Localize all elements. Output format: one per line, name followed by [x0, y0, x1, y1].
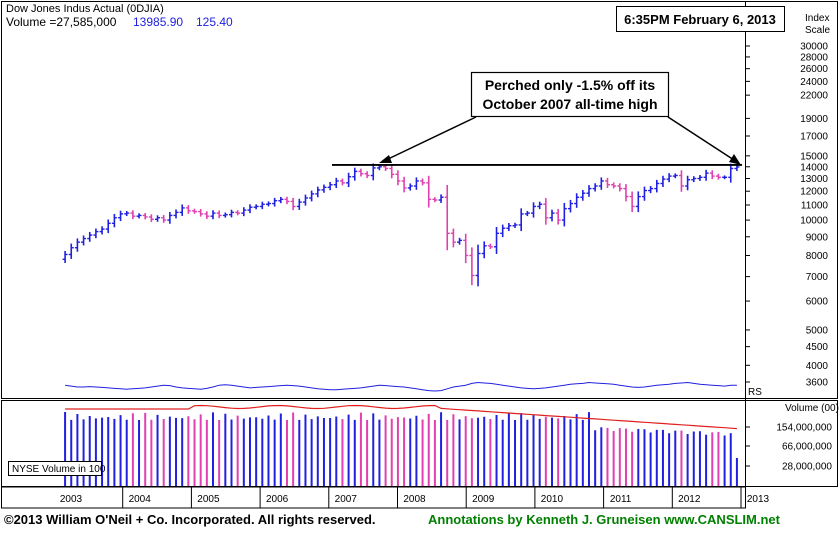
volume-unit-label: Volume (00)	[785, 403, 839, 414]
year-label: 2008	[403, 494, 426, 505]
year-label: 2012	[678, 494, 701, 505]
annotation-arrow-left	[385, 116, 477, 161]
price-tick-label: 13000	[800, 174, 828, 185]
year-label: 2013	[747, 494, 770, 505]
timestamp: 6:35PM February 6, 2013	[624, 12, 776, 27]
price-change: 125.40	[196, 15, 233, 29]
year-label: 2011	[610, 494, 632, 505]
price-tick-label: 30000	[800, 42, 828, 53]
rs-line	[65, 381, 737, 392]
volume-bars	[64, 412, 738, 486]
scale-title-index: Index	[805, 13, 829, 24]
year-label: 2004	[129, 494, 152, 505]
price-tick-label: 15000	[800, 151, 828, 162]
year-label: 2006	[266, 494, 289, 505]
x-axis-labels: 2003 2004 2005 2006 2007 2008 2009 2010 2011 2012…	[60, 487, 770, 508]
price-tick-label: 14000	[800, 162, 828, 173]
annotation-arrow-right	[667, 116, 735, 161]
volume-axis-ticks: 154,000,000 66,000,000 28,000,000	[745, 423, 832, 473]
price-tick-label: 4000	[806, 361, 829, 372]
volume-average-group	[65, 404, 737, 430]
price-panel-frame	[1, 1, 838, 399]
year-label: 2007	[335, 494, 358, 505]
annotation-credit: Annotations by Kenneth J. Gruneisen www.…	[428, 512, 781, 527]
price-tick-label: 12000	[800, 187, 828, 198]
year-label: 2010	[541, 494, 564, 505]
price-tick-label: 22000	[800, 91, 828, 102]
volume-tick-label: 28,000,000	[782, 462, 832, 473]
volume-tick-label: 66,000,000	[782, 442, 832, 453]
price-tick-label: 5000	[806, 325, 829, 336]
annotation-arrowhead-left	[379, 155, 392, 163]
rs-line-group	[65, 381, 737, 392]
rs-label: RS	[748, 387, 762, 398]
x-axis-band	[1, 486, 746, 509]
year-label: 2005	[197, 494, 220, 505]
price-tick-label: 17000	[800, 132, 828, 143]
price-tick-label: 26000	[800, 64, 828, 75]
volume-label: Volume =27,585,000	[6, 15, 117, 29]
price-tick-label: 3600	[806, 378, 829, 389]
price-tick-label: 7000	[806, 272, 829, 283]
last-price: 13985.90	[133, 15, 183, 29]
year-label: 2003	[60, 494, 83, 505]
annotation-line-1: Perched only -1.5% off its	[485, 77, 656, 93]
volume-tick-label: 154,000,000	[776, 423, 832, 434]
price-tick-label: 11000	[801, 200, 829, 211]
price-tick-label: 19000	[800, 114, 828, 125]
annotation-arrowhead-right	[729, 154, 741, 165]
year-label: 2009	[472, 494, 495, 505]
price-tick-label: 24000	[800, 77, 828, 88]
volume-legend-box	[8, 461, 102, 476]
timestamp-box	[616, 6, 785, 32]
price-tick-label: 6000	[806, 297, 829, 308]
price-tick-label: 4500	[806, 342, 829, 353]
volume-legend: NYSE Volume in 100	[12, 464, 106, 475]
annotation-line-2: October 2007 all-time high	[482, 96, 657, 112]
price-tick-label: 9000	[806, 232, 829, 243]
annotation-box	[470, 71, 670, 118]
price-tick-label: 10000	[800, 216, 828, 227]
copyright: ©2013 William O'Neil + Co. Incorporated.…	[4, 512, 376, 527]
index-name: Dow Jones Indus Actual (0DJIA)	[6, 3, 164, 15]
scale-title-scale: Scale	[805, 25, 830, 36]
price-tick-label: 28000	[800, 52, 828, 63]
price-bars	[62, 163, 740, 287]
price-tick-label: 8000	[806, 251, 829, 262]
volume-average-line	[65, 404, 737, 430]
volume-panel-frame	[1, 400, 838, 487]
